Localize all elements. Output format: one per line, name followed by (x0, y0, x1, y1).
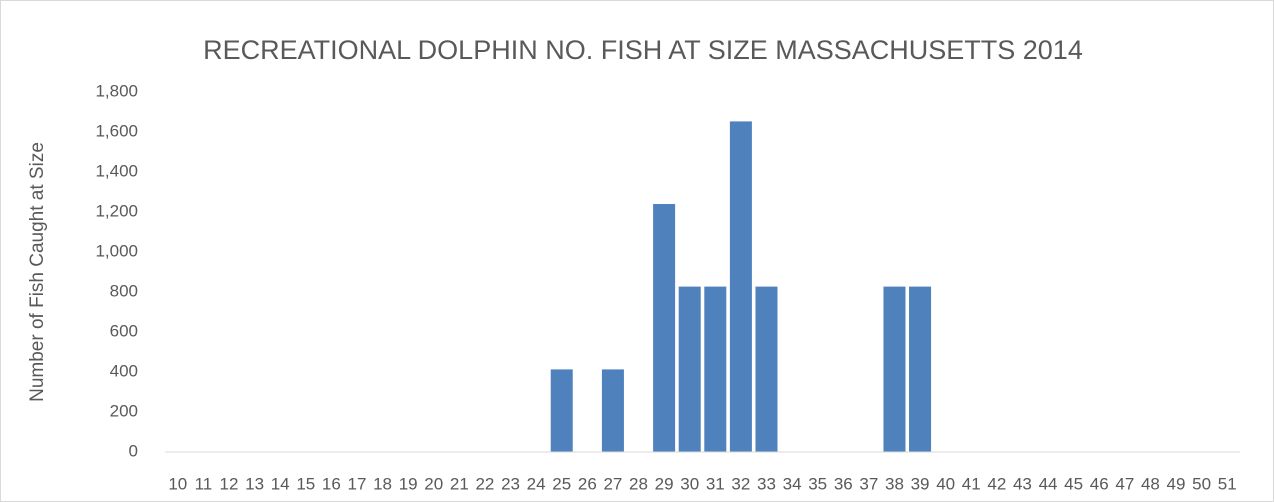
x-tick-label: 25 (552, 474, 571, 493)
bar (601, 369, 624, 452)
x-tick-label: 14 (271, 474, 290, 493)
x-tick-label: 37 (859, 474, 878, 493)
x-tick-label: 15 (296, 474, 315, 493)
x-tick-label: 39 (911, 474, 930, 493)
bar (678, 286, 701, 452)
y-tick-label: 1,800 (95, 81, 138, 100)
x-tick-label: 48 (1141, 474, 1160, 493)
x-tick-label: 30 (680, 474, 699, 493)
x-tick-label: 16 (322, 474, 341, 493)
x-tick-label: 36 (834, 474, 853, 493)
x-tick-label: 22 (475, 474, 494, 493)
x-tick-label: 12 (220, 474, 239, 493)
bar (729, 121, 752, 453)
x-tick-label: 29 (655, 474, 674, 493)
x-tick-label: 33 (757, 474, 776, 493)
y-tick-label: 800 (110, 281, 138, 300)
bar (755, 286, 778, 452)
x-tick-label: 19 (399, 474, 418, 493)
x-tick-label: 44 (1039, 474, 1058, 493)
y-tick-label: 600 (110, 321, 138, 340)
y-tick-label: 0 (129, 441, 138, 460)
x-tick-label: 50 (1192, 474, 1211, 493)
x-tick-label: 31 (706, 474, 725, 493)
x-tick-label: 20 (424, 474, 443, 493)
x-tick-label: 32 (731, 474, 750, 493)
x-tick-label: 26 (578, 474, 597, 493)
y-tick-label: 400 (110, 361, 138, 380)
x-tick-label: 42 (987, 474, 1006, 493)
x-tick-label: 45 (1064, 474, 1083, 493)
bar (883, 286, 906, 452)
y-tick-label: 1,200 (95, 201, 138, 220)
x-tick-label: 13 (245, 474, 264, 493)
x-tick-label: 18 (373, 474, 392, 493)
x-tick-label: 11 (195, 474, 213, 493)
y-tick-label: 1,400 (95, 161, 138, 180)
y-tick-label: 1,600 (95, 121, 138, 140)
x-tick-label: 40 (936, 474, 955, 493)
x-tick-label: 47 (1115, 474, 1134, 493)
x-tick-label: 51 (1218, 474, 1237, 493)
x-tick-label: 34 (783, 474, 802, 493)
y-tick-label: 1,000 (95, 241, 138, 260)
x-tick-label: 46 (1090, 474, 1109, 493)
x-tick-label: 10 (168, 474, 187, 493)
x-tick-label: 17 (348, 474, 367, 493)
x-tick-label: 21 (450, 474, 469, 493)
bar (653, 204, 676, 452)
x-tick-label: 35 (808, 474, 827, 493)
x-tick-label: 23 (501, 474, 520, 493)
chart-title: RECREATIONAL DOLPHIN NO. FISH AT SIZE MA… (203, 35, 1083, 65)
bar (704, 286, 727, 452)
x-tick-label: 49 (1167, 474, 1186, 493)
x-tick-label: 27 (603, 474, 622, 493)
x-tick-label: 28 (629, 474, 648, 493)
bar (909, 286, 932, 452)
bar (550, 369, 573, 452)
x-tick-label: 24 (527, 474, 546, 493)
y-tick-label: 200 (110, 401, 138, 420)
y-axis-label: Number of Fish Caught at Size (27, 142, 48, 402)
x-tick-label: 43 (1013, 474, 1032, 493)
x-tick-label: 38 (885, 474, 904, 493)
x-tick-label: 41 (962, 474, 981, 493)
